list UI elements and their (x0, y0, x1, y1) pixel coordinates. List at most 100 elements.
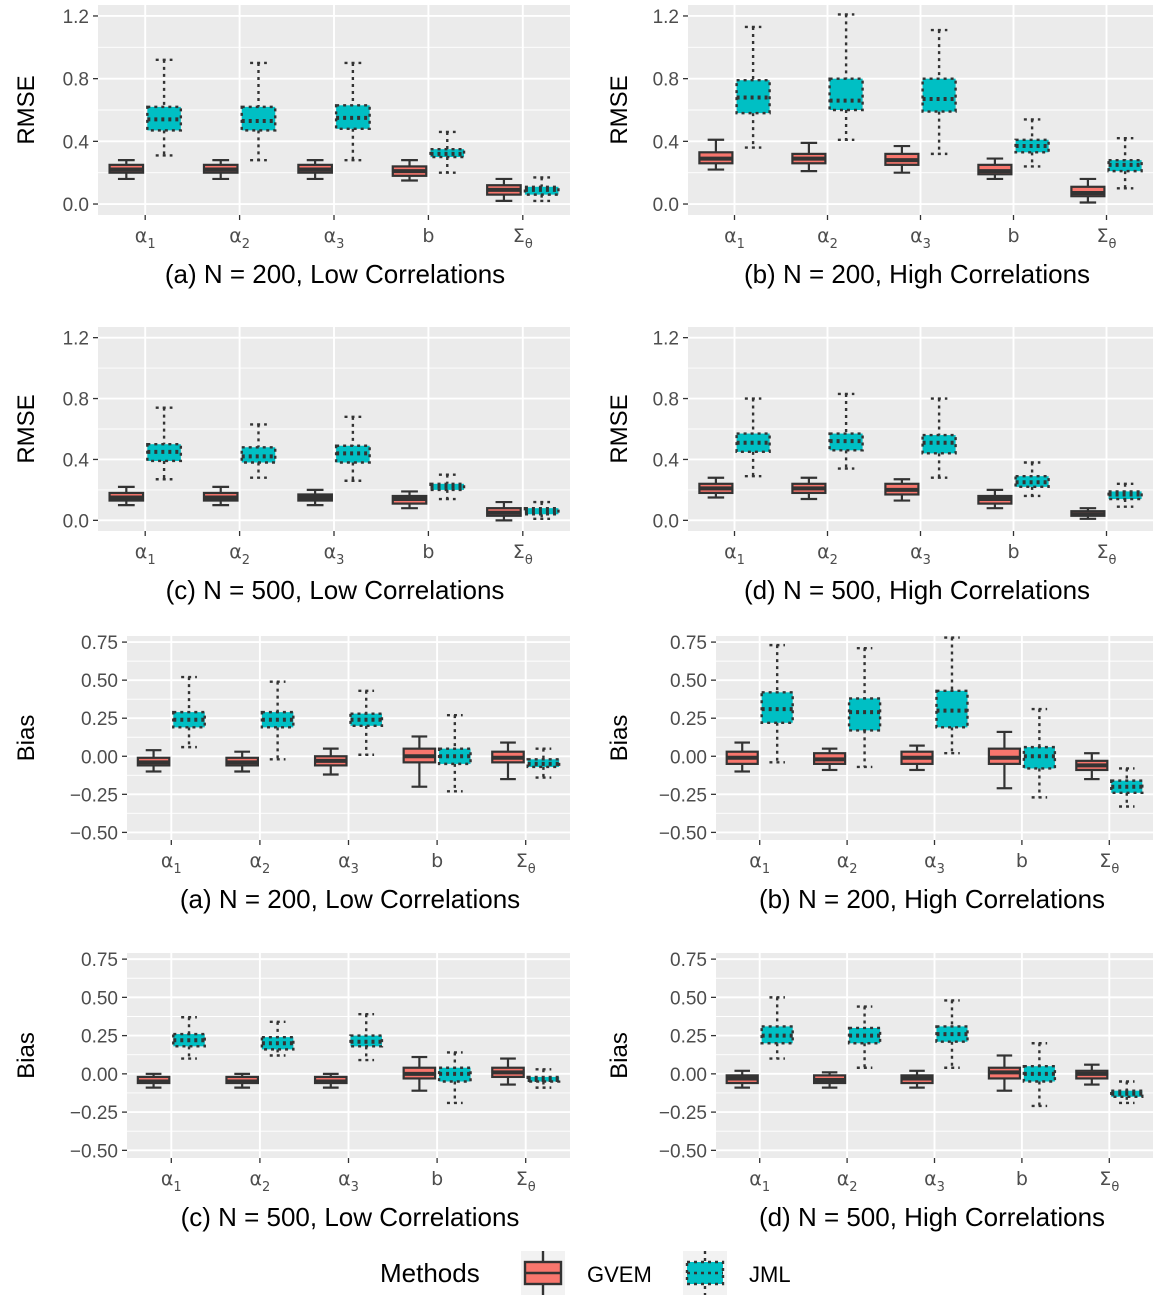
gvem-box (402, 735, 437, 788)
x-tick-label: b (1016, 1168, 1028, 1190)
gvem-box (136, 749, 171, 773)
jml-box (935, 999, 969, 1069)
jml-box (429, 130, 466, 174)
y-tick-label: 0.75 (81, 633, 118, 654)
jml-box (847, 646, 882, 769)
gvem-box (1075, 1063, 1109, 1086)
y-tick-label: −0.50 (70, 823, 118, 844)
gvem-box (136, 1072, 171, 1089)
jml-box (526, 747, 561, 779)
x-tick-label: α2 (229, 225, 250, 252)
gvem-box (313, 1072, 348, 1089)
jml-box (260, 1020, 295, 1057)
x-tick-label: Σθ (1097, 225, 1117, 252)
jml-box (240, 61, 277, 162)
jml-box (760, 996, 794, 1060)
gvem-box (202, 485, 239, 507)
y-tick-label: 0.25 (81, 1027, 118, 1048)
x-tick-label: Σθ (516, 1168, 536, 1195)
y-tick-label: 1.2 (63, 7, 89, 28)
x-tick-label: α2 (817, 541, 838, 568)
x-tick-label: b (431, 850, 443, 872)
y-tick-label: 0.8 (653, 390, 679, 411)
box-iqr (847, 697, 882, 732)
y-tick-label: −0.50 (659, 823, 707, 844)
jml-box (735, 397, 771, 478)
y-axis-label: Bias (606, 1032, 633, 1079)
jml-box (1022, 707, 1057, 799)
jml-box (1107, 482, 1143, 508)
jml-box (1022, 1042, 1057, 1108)
gvem-box (791, 476, 827, 501)
x-tick-label: α2 (817, 225, 838, 252)
box-iqr (828, 77, 864, 112)
gvem-box (977, 157, 1013, 181)
gvem-box (202, 159, 239, 181)
legend-key-jml (683, 1251, 727, 1295)
jml-box (1014, 118, 1050, 168)
gvem-box (791, 141, 827, 173)
panel-caption: (c) N = 500, Low Correlations (181, 1202, 520, 1232)
y-axis-label: RMSE (13, 394, 40, 463)
jml-box (523, 176, 560, 203)
gvem-box (1070, 507, 1106, 520)
y-axis-label: Bias (606, 715, 633, 762)
jml-box (146, 58, 183, 157)
legend: Methods GVEM JML (380, 1251, 791, 1295)
x-tick-label: α2 (229, 541, 250, 568)
y-tick-label: −0.25 (659, 1103, 707, 1124)
chart-panel-5: −0.50 −0.25 0.00 0.25 0.50 0.75 α1 α2 α3 b Σθ Bias (… (13, 633, 570, 914)
x-tick-label: b (431, 1168, 443, 1190)
jml-box (349, 689, 384, 756)
y-tick-label: 0.25 (670, 709, 707, 730)
gvem-box (486, 177, 522, 202)
x-tick-label: Σθ (1099, 1168, 1119, 1195)
panel-caption: (a) N = 200, Low Correlations (180, 884, 520, 914)
x-tick-label: α1 (161, 1168, 182, 1195)
jml-box (1110, 767, 1144, 808)
y-tick-label: 0.75 (670, 950, 707, 971)
x-tick-label: Σθ (513, 541, 533, 568)
jml-box (828, 392, 864, 470)
x-tick-label: α2 (249, 850, 270, 877)
x-tick-label: α3 (924, 1168, 945, 1195)
y-tick-label: −0.50 (70, 1141, 118, 1162)
x-tick-label: α3 (324, 225, 345, 252)
x-tick-label: b (422, 541, 434, 563)
jml-box (172, 675, 206, 749)
x-tick-label: α1 (135, 225, 156, 252)
x-tick-label: α1 (724, 225, 745, 252)
x-tick-label: b (1016, 850, 1028, 872)
chart-panel-1: 0.0 0.4 0.8 1.2 α1 α2 α3 b Σθ RMSE (a) N = 200, Lo… (13, 5, 570, 289)
y-tick-label: 0.00 (670, 747, 707, 768)
jml-box (1110, 1080, 1144, 1105)
jml-box (1107, 137, 1143, 190)
y-tick-label: 0.8 (63, 390, 89, 411)
x-tick-label: Σθ (1099, 850, 1119, 877)
y-axis-label: RMSE (606, 394, 633, 463)
gvem-box (391, 159, 428, 182)
gvem-box (225, 750, 260, 773)
y-tick-label: −0.25 (70, 785, 118, 806)
gvem-box (884, 144, 920, 174)
gvem-box (987, 1054, 1022, 1092)
panel-caption: (d) N = 500, High Correlations (744, 575, 1090, 605)
gvem-box (725, 1069, 759, 1089)
y-tick-label: 0.0 (653, 195, 679, 216)
jml-box (935, 636, 969, 755)
y-axis-label: RMSE (606, 75, 633, 144)
gvem-box (297, 159, 333, 181)
jml-box (1014, 461, 1050, 498)
chart-panel-7: −0.50 −0.25 0.00 0.25 0.50 0.75 α1 α2 α3 b Σθ Bias (… (13, 950, 570, 1232)
y-tick-label: 0.8 (63, 70, 89, 91)
y-tick-label: 0.75 (670, 633, 707, 654)
jml-box (172, 1016, 206, 1060)
gvem-box (1075, 752, 1109, 781)
x-tick-label: α3 (910, 225, 931, 252)
x-tick-label: α2 (837, 1168, 858, 1195)
jml-box (760, 643, 794, 764)
gvem-box (900, 744, 934, 772)
x-tick-label: α1 (135, 541, 156, 568)
y-tick-label: 0.50 (81, 671, 118, 692)
